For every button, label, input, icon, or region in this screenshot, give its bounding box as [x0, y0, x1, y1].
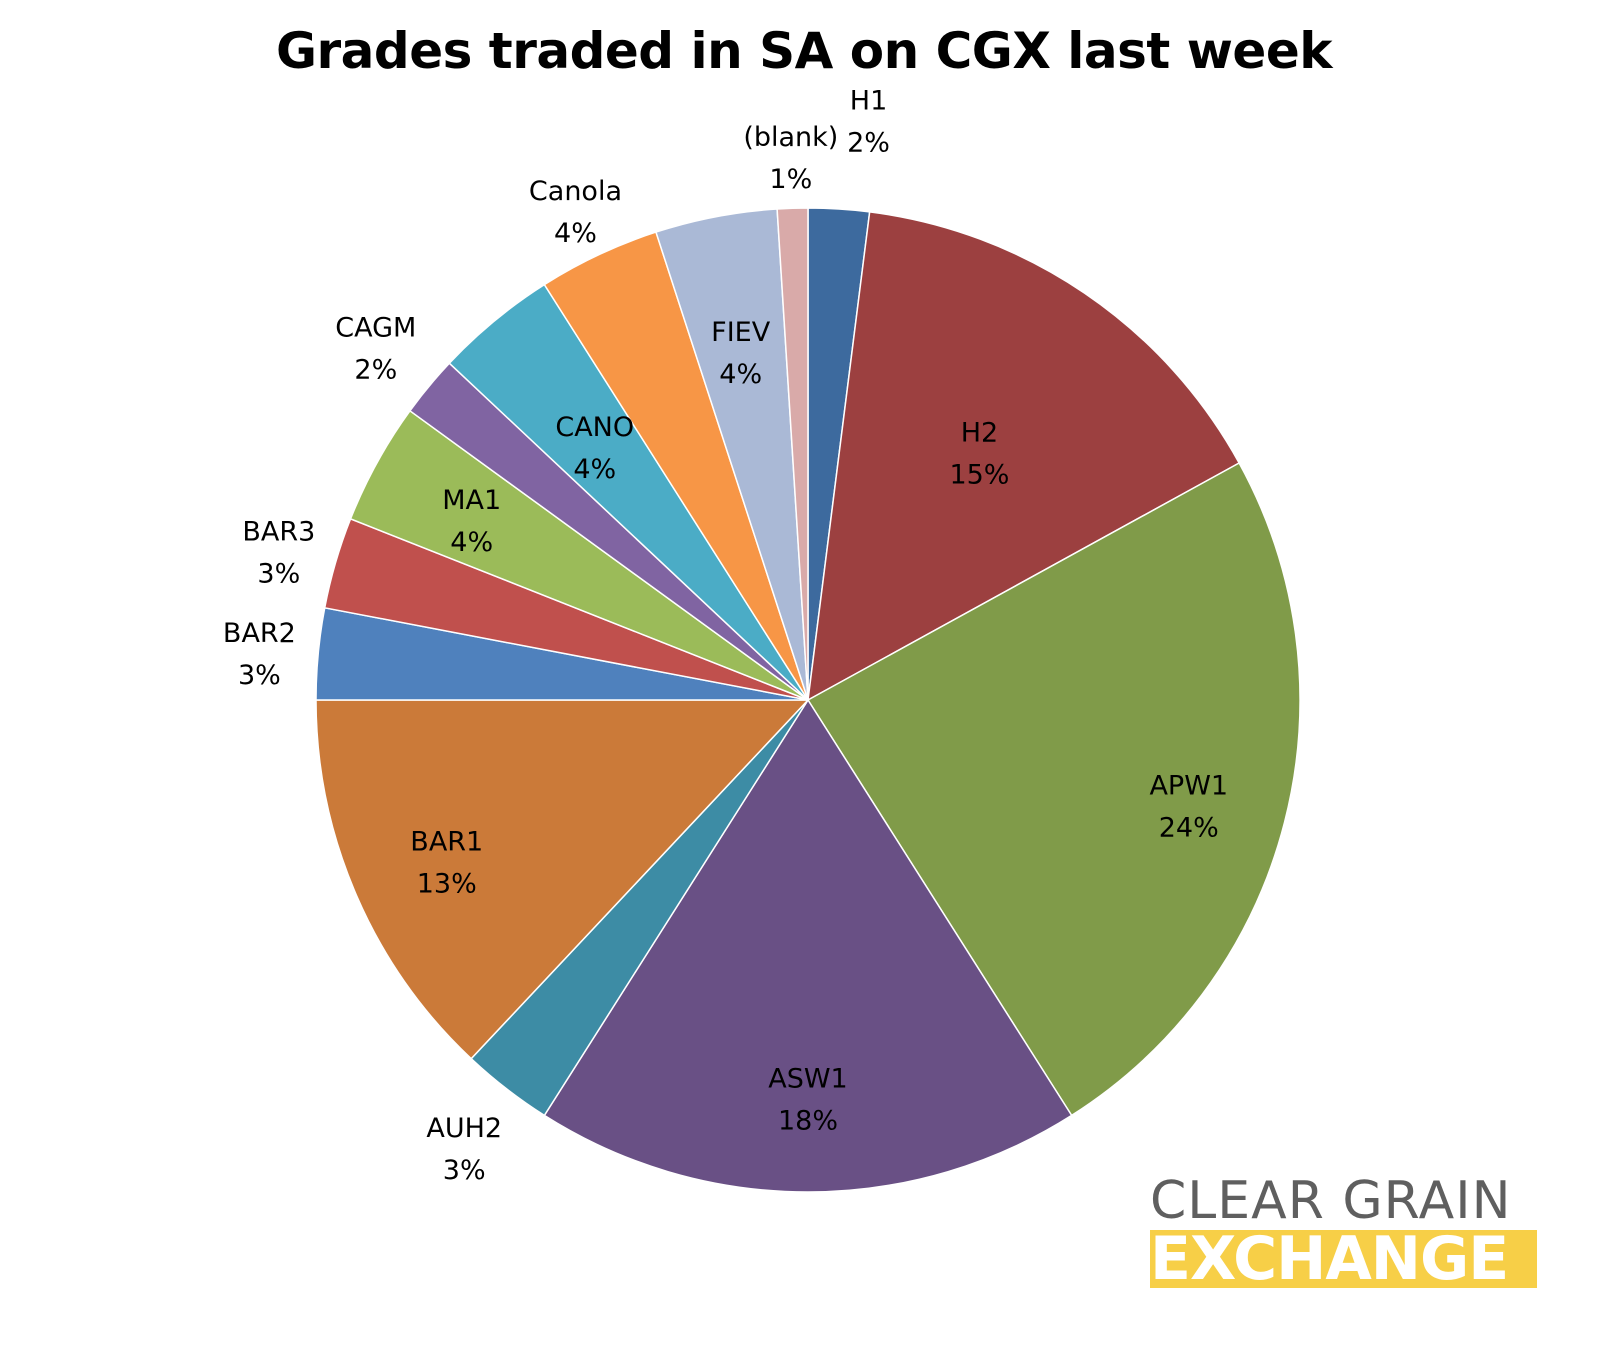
slice-label-bar1: BAR1 [410, 826, 483, 857]
slice-label-h2: H2 [961, 418, 998, 449]
slice-label-h1: H1 [850, 85, 887, 116]
slice-value-bar2: 3% [238, 660, 281, 691]
slice-label-blank: (blank) [743, 122, 838, 153]
logo-text-clear-grain: CLEAR GRAIN [1150, 1171, 1512, 1231]
slice-value-bar3: 3% [257, 558, 300, 589]
pie-slice-bar1 [315, 699, 810, 1060]
pie-slice-asw1 [543, 698, 1073, 1193]
slice-label-auh2: AUH2 [426, 1113, 502, 1144]
slice-label-cagm: CAGM [335, 312, 416, 343]
pie-labels: H1 2% H2 15% APW1 24% ASW1 18% AUH2 3% BAR1 13% BAR2… [223, 85, 1228, 1186]
slice-value-ma1: 4% [450, 527, 493, 558]
slice-value-cagm: 2% [354, 354, 397, 385]
pie-slices [315, 207, 1301, 1193]
logo-text-exchange: EXCHANGE [1150, 1230, 1537, 1288]
slice-value-fiev: 4% [719, 359, 762, 390]
slice-label-ma1: MA1 [442, 485, 501, 516]
pie-slice-h2 [807, 211, 1241, 702]
slice-value-canola: 4% [554, 218, 597, 249]
slice-label-canola: Canola [529, 176, 622, 207]
chart-title: Grades traded in SA on CGX last week [275, 22, 1333, 80]
slice-value-apw1: 24% [1159, 812, 1219, 843]
slice-value-bar1: 13% [417, 868, 477, 899]
slice-label-bar2: BAR2 [223, 618, 296, 649]
slice-value-blank: 1% [769, 164, 812, 195]
slice-value-h2: 15% [949, 460, 1009, 491]
slice-label-fiev: FIEV [711, 317, 771, 348]
slice-value-cano: 4% [573, 454, 616, 485]
slice-value-asw1: 18% [778, 1106, 838, 1137]
slice-value-h1: 2% [847, 127, 890, 158]
slice-label-cano: CANO [555, 412, 634, 443]
pie-slice-blank [776, 207, 809, 701]
pie-slice-apw1 [806, 461, 1301, 1117]
slice-label-bar3: BAR3 [242, 516, 315, 547]
slice-label-asw1: ASW1 [768, 1064, 847, 1095]
clear-grain-exchange-logo: CLEAR GRAIN EXCHANGE [1150, 1171, 1537, 1288]
slice-label-apw1: APW1 [1149, 770, 1228, 801]
slice-value-auh2: 3% [443, 1155, 486, 1186]
